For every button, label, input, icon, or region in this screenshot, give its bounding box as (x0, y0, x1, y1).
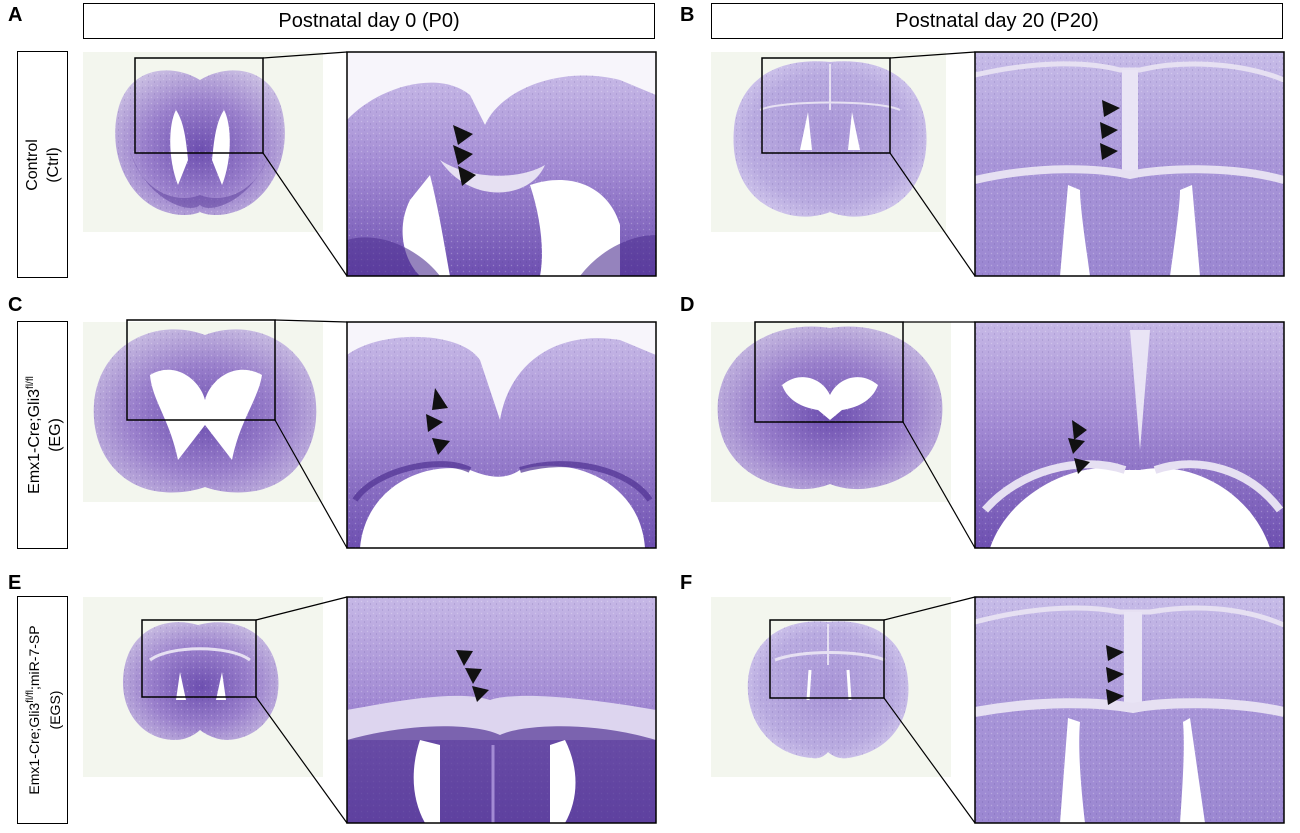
arrowhead-icon (465, 668, 482, 684)
panel-a-arrowheads (453, 125, 476, 186)
arrowhead-icon (472, 686, 489, 702)
arrowhead-icon (1102, 100, 1120, 117)
panel-e-overview-image (83, 597, 323, 777)
arrowhead-icon (1100, 122, 1118, 139)
panel-letter-f: F (680, 572, 693, 594)
panel-f-arrowheads (1106, 645, 1124, 705)
panel-c-arrowheads (426, 388, 450, 455)
arrowhead-icon (426, 414, 443, 432)
panel-c-overview-image (83, 319, 323, 502)
column-header-p0: Postnatal day 0 (P0) (83, 3, 655, 39)
arrowhead-icon (456, 650, 473, 666)
arrowhead-icon (432, 388, 448, 410)
row-label-egs: Emx1-Cre;Gli3fl/fl;miR-7-SP (EGS) (17, 596, 68, 824)
panel-f-zoom-image (975, 597, 1284, 823)
arrowhead-icon (453, 125, 473, 145)
panel-e-arrowheads (456, 650, 489, 702)
panel-b-overview-image (711, 52, 946, 232)
arrowhead-icon (1072, 420, 1087, 440)
panel-f-roi-box (769, 619, 885, 699)
panel-d-zoom-image (975, 322, 1284, 548)
arrowhead-icon (1106, 689, 1124, 705)
panel-letter-c: C (8, 294, 23, 316)
row-label-eg: Emx1-Cre;Gli3fl/fl (EG) (17, 321, 68, 549)
panel-d-arrowheads (1068, 420, 1090, 474)
arrowhead-icon (1100, 143, 1118, 160)
row-label-control: Control (Ctrl) (17, 51, 68, 278)
arrowhead-icon (453, 145, 473, 165)
panel-e-roi-box (141, 619, 257, 698)
panel-letter-d: D (680, 294, 695, 316)
panel-b-zoom-image (975, 52, 1284, 276)
arrowhead-icon (432, 438, 450, 455)
panel-letter-b: B (680, 4, 695, 26)
arrowhead-icon (458, 166, 476, 186)
panel-letter-a: A (8, 4, 23, 26)
panel-a-roi-box (134, 57, 264, 154)
panel-letter-e: E (8, 572, 22, 594)
panel-b-arrowheads (1100, 100, 1120, 160)
panel-d-roi-box (754, 321, 904, 423)
panel-a-overview-image (83, 52, 323, 232)
column-header-p20: Postnatal day 20 (P20) (711, 3, 1283, 39)
panel-b-roi-box (761, 57, 891, 154)
arrowhead-icon (1106, 645, 1124, 661)
panel-e-zoom-image (347, 597, 656, 823)
panel-c-roi-box (126, 319, 276, 421)
arrowhead-icon (1106, 667, 1124, 683)
panel-a-zoom-image (347, 52, 656, 276)
panel-c-zoom-image (347, 322, 656, 548)
arrowhead-icon (1068, 438, 1085, 454)
panel-d-overview-image (711, 321, 951, 502)
arrowhead-icon (1074, 458, 1090, 474)
panel-f-overview-image (711, 597, 951, 777)
